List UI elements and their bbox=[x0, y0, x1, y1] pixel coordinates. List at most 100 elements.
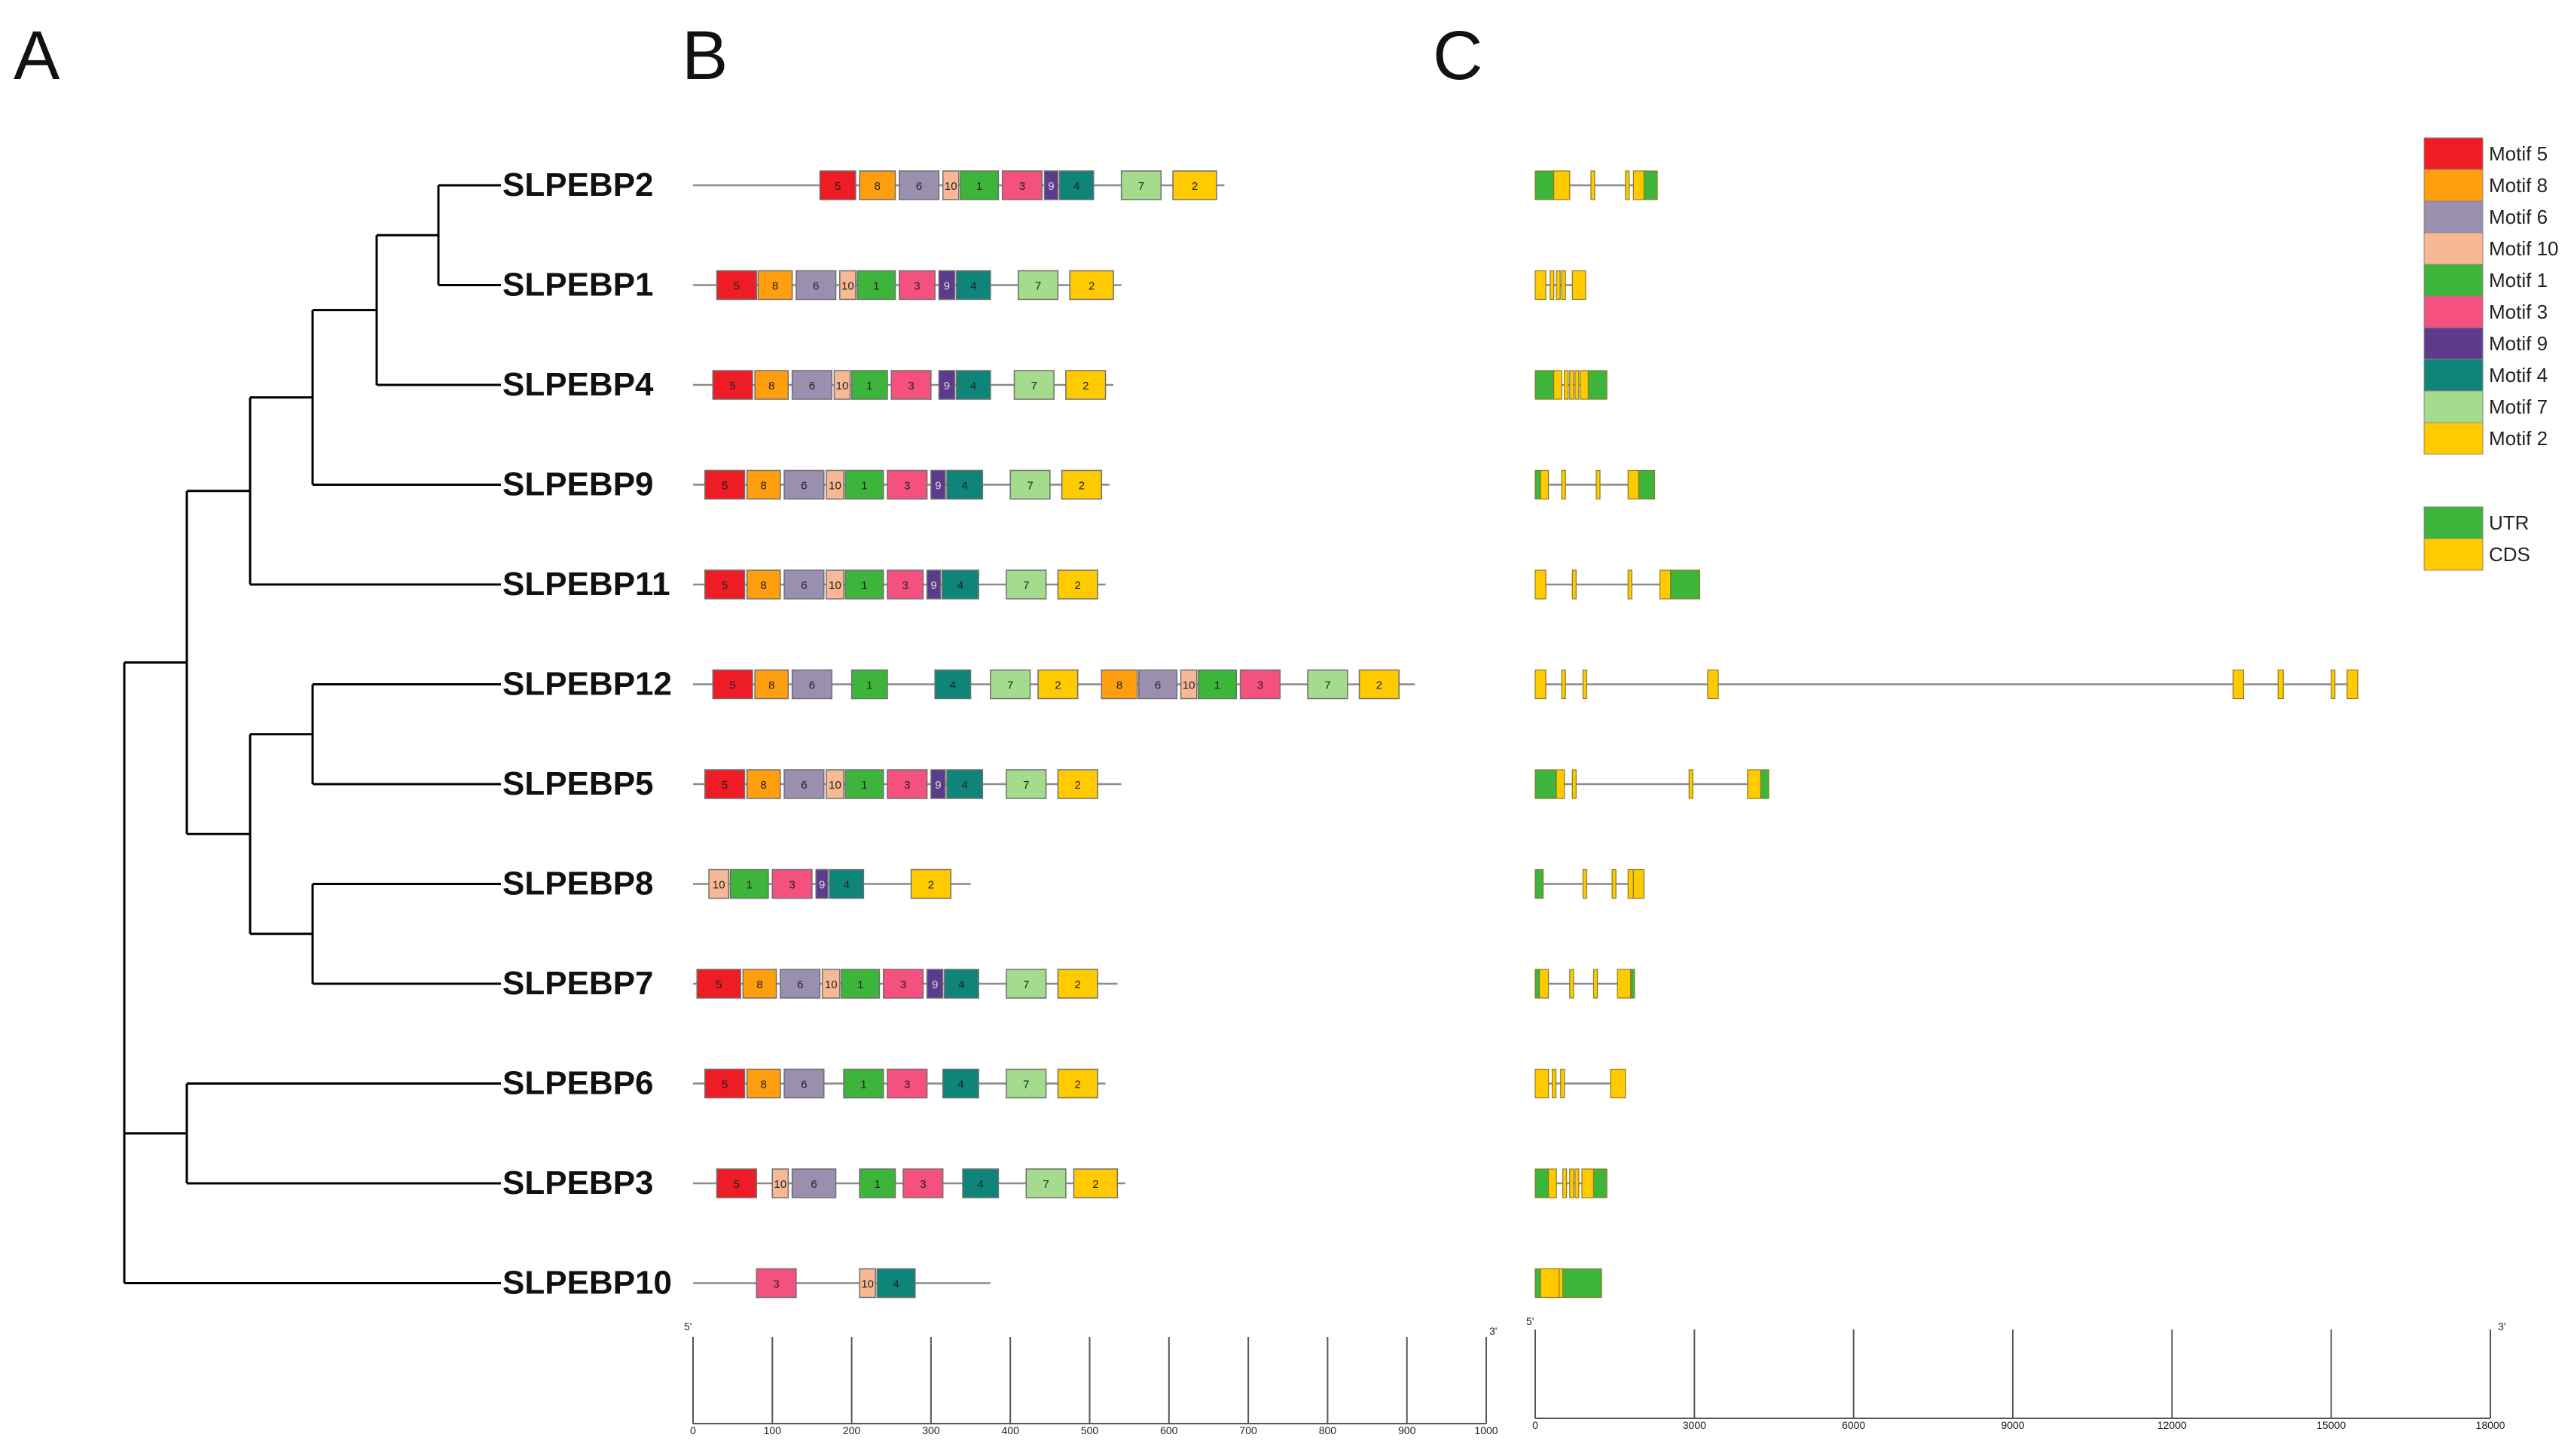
utr-box bbox=[1534, 469, 1541, 500]
motif-box-number: 2 bbox=[928, 879, 934, 892]
motif-box bbox=[771, 868, 813, 899]
motif-box bbox=[930, 469, 946, 500]
utr-box bbox=[1587, 370, 1608, 400]
structure-axis-tick-label: 15000 bbox=[2316, 1419, 2346, 1431]
motif-box-number: 4 bbox=[961, 779, 967, 792]
motif-box bbox=[826, 569, 844, 600]
motif-box bbox=[1057, 1068, 1098, 1099]
motif-box bbox=[704, 469, 746, 500]
motif-track: 10 1 3 9 4 2 bbox=[693, 868, 971, 899]
motif-box bbox=[746, 569, 781, 600]
motif-track: 5 8 6 10 1 3 9 4 7 2 bbox=[693, 569, 1106, 600]
motif-box-number: 10 bbox=[829, 480, 841, 493]
motif-box bbox=[899, 170, 940, 200]
legend-swatch bbox=[2423, 390, 2484, 423]
motif-axis-tick-label: 1000 bbox=[1474, 1424, 1498, 1436]
motif-box bbox=[1073, 1168, 1119, 1198]
gene-structure-track bbox=[1534, 370, 1608, 400]
motif-box-number: 9 bbox=[819, 879, 825, 892]
motif-track: 5 8 6 10 1 3 9 4 7 2 bbox=[693, 270, 1122, 301]
motif-track: 3 10 4 bbox=[693, 1268, 991, 1299]
cds-box bbox=[1534, 1068, 1550, 1099]
utr-box bbox=[1534, 1168, 1550, 1198]
motif-box-number: 4 bbox=[970, 380, 976, 392]
motif-box bbox=[696, 969, 741, 999]
motif-box-number: 3 bbox=[1257, 679, 1263, 692]
motif-box-number: 1 bbox=[866, 380, 872, 392]
motif-box bbox=[795, 270, 837, 301]
motif-box bbox=[746, 769, 781, 799]
structure-scale-axis: 0 3000 6000 9000 12000 15000 18000 5' 3' bbox=[1526, 1315, 2505, 1431]
motif-box-number: 6 bbox=[811, 1178, 817, 1191]
motif-axis-tick-label: 0 bbox=[690, 1424, 696, 1436]
motif-box-number: 8 bbox=[875, 180, 881, 193]
motif-box bbox=[704, 569, 746, 600]
motif-box-number: 7 bbox=[1035, 280, 1041, 293]
motif-box bbox=[780, 969, 821, 999]
motif-box bbox=[791, 1168, 837, 1198]
motif-box bbox=[712, 669, 753, 700]
motif-box bbox=[1006, 769, 1047, 799]
cds-box bbox=[1571, 270, 1586, 301]
motif-box bbox=[833, 370, 851, 400]
motif-box bbox=[876, 1268, 916, 1299]
motif-box bbox=[882, 969, 924, 999]
motif-track: 5 8 6 1 4 7 2 8 6 10 1 3 7 2 bbox=[693, 669, 1415, 700]
cds-box bbox=[1534, 270, 1547, 301]
motif-track: 5 8 6 10 1 3 9 4 7 2 bbox=[693, 769, 1122, 799]
motif-box-number: 10 bbox=[713, 879, 725, 892]
motif-box bbox=[815, 868, 829, 899]
motif-box-number: 6 bbox=[1155, 679, 1161, 692]
motif-axis-tick-label: 300 bbox=[922, 1424, 940, 1436]
motif-box bbox=[708, 868, 730, 899]
motif-box bbox=[783, 1068, 825, 1099]
motif-box-number: 10 bbox=[861, 1278, 874, 1291]
motif-box bbox=[1172, 170, 1217, 200]
cds-box bbox=[1747, 769, 1761, 799]
cds-box bbox=[1540, 469, 1550, 500]
motif-box-number: 8 bbox=[1116, 679, 1122, 692]
motif-box-number: 4 bbox=[1073, 180, 1079, 193]
utr-box bbox=[1643, 170, 1658, 200]
motif-box bbox=[754, 370, 789, 400]
motif-box bbox=[850, 370, 888, 400]
motif-box bbox=[902, 1168, 944, 1198]
motif-box bbox=[859, 170, 896, 200]
motif-box-number: 8 bbox=[772, 280, 778, 293]
legend-swatch bbox=[2423, 200, 2484, 234]
motif-box-number: 3 bbox=[908, 380, 914, 392]
utr-box bbox=[1534, 370, 1555, 400]
motif-box-number: 2 bbox=[1376, 679, 1382, 692]
motif-box bbox=[938, 270, 956, 301]
gene-structure-track bbox=[1534, 569, 1700, 600]
motif-box-number: 8 bbox=[761, 579, 767, 592]
motif-box-number: 8 bbox=[756, 978, 762, 991]
gene-name-label: SLPEBP11 bbox=[502, 566, 670, 603]
motif-box bbox=[1025, 1168, 1067, 1198]
utr-box bbox=[1534, 1268, 1541, 1299]
motif-axis-tick-label: 800 bbox=[1319, 1424, 1337, 1436]
cds-box bbox=[1553, 170, 1571, 200]
cds-box bbox=[1632, 170, 1645, 200]
gene-name-label: SLPEBP9 bbox=[502, 466, 654, 503]
motif-box-number: 6 bbox=[801, 480, 807, 493]
motif-box bbox=[1058, 170, 1095, 200]
motif-box-number: 1 bbox=[1214, 679, 1220, 692]
motif-box bbox=[821, 969, 841, 999]
motif-track: 5 8 6 10 1 3 9 4 7 2 bbox=[693, 370, 1114, 400]
utr-box bbox=[1534, 769, 1557, 799]
motif-box-number: 5 bbox=[734, 1178, 740, 1191]
gene-name-label: SLPEBP5 bbox=[502, 765, 654, 802]
motif-box-number: 2 bbox=[1075, 579, 1081, 592]
motif-box bbox=[839, 270, 856, 301]
motif-box-number: 1 bbox=[860, 1079, 866, 1091]
structure-axis-3prime-label: 3' bbox=[2498, 1320, 2505, 1332]
cds-box bbox=[1539, 969, 1550, 999]
motif-box bbox=[859, 1168, 896, 1198]
motif-box-number: 2 bbox=[1089, 280, 1095, 293]
motif-box bbox=[1001, 170, 1043, 200]
legend-swatch bbox=[2423, 422, 2484, 455]
cds-box bbox=[2347, 669, 2359, 700]
motif-scale-axis: 0 100 200 300 400 500 600 700 800 900 1000 5' 3' bbox=[684, 1320, 1498, 1436]
